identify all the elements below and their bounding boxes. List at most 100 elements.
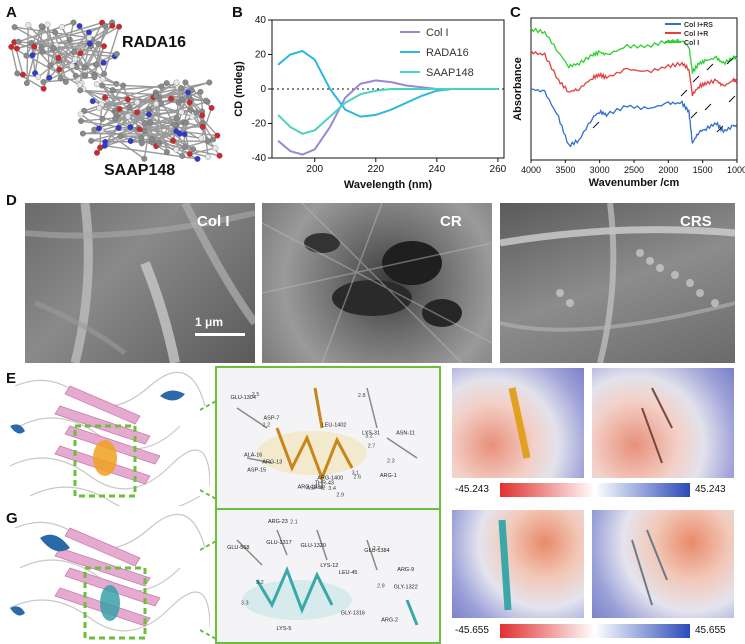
docking-overview-e: [10, 371, 210, 506]
x-axis-label: Wavenumber /cm: [589, 177, 680, 189]
residue-label: GLU-1317: [266, 540, 291, 546]
series-line-saap148: [277, 88, 498, 135]
docking-zoom-e: ARG-1384 ARG-1400 LEU-1402 GLU-1304 ASN-11 AS…: [215, 366, 441, 512]
annotation-arrow: [706, 63, 714, 71]
residue-label: LYS-31: [362, 430, 380, 436]
panel-letter-a: A: [6, 4, 17, 21]
surface-f-right: [592, 368, 734, 478]
legend-label: RADA16: [426, 47, 469, 59]
residue-label: ALA-16: [244, 452, 262, 458]
x-axis-label: Wavelength (nm): [344, 179, 433, 190]
residue-label: ASP-15: [247, 468, 266, 474]
surface-h-left: [452, 510, 584, 618]
panel-letter-e: E: [6, 370, 17, 387]
sem-label-cr: CR: [440, 213, 462, 230]
panel-letter-c: C: [510, 4, 521, 21]
residue-label: GLU-1320: [301, 543, 326, 549]
sem-label-crs: CRS: [680, 213, 712, 230]
distance-label: 2.9: [377, 583, 385, 589]
docking-zoom-g: GLY-1322 GLY-1316 GLU-1384 GLU-1320 GLU-1317…: [215, 508, 441, 644]
x-tick-label: 1500: [693, 165, 713, 175]
panel-letter-g: G: [6, 510, 18, 527]
annotation-arrow: [726, 57, 734, 65]
zoom-connector-g: [200, 540, 219, 640]
residue-label: GLU-1304: [231, 395, 256, 401]
surface-f-left: [452, 368, 584, 478]
legend-label: Col I+RS: [684, 22, 713, 29]
distance-label: 2.3: [387, 459, 395, 465]
residue-label: ARG-1384: [298, 485, 324, 491]
distance-label: 2.1: [290, 520, 298, 526]
sem-image-cr: CR: [262, 203, 492, 363]
annotation-arrow: [692, 75, 700, 83]
annotation-arrow: [690, 111, 698, 119]
distance-label: 2.8: [358, 393, 366, 399]
docking-overview-g: [10, 513, 210, 640]
y-tick-label: 20: [255, 50, 267, 61]
residue-label: GLY-1316: [341, 610, 365, 616]
x-tick-label: 2000: [658, 165, 678, 175]
zoom-connector-e: [200, 400, 219, 500]
zoom-box-e: [73, 424, 137, 498]
residue-label: THR-43: [315, 480, 334, 486]
y-tick-label: -20: [252, 119, 267, 130]
panel-letter-b: B: [232, 4, 243, 21]
ftir-spectrum-chart: 4000 3500 3000 2500 2000 1500 1000 Wavenumber /…: [512, 17, 745, 189]
distance-label: 2.7: [368, 444, 376, 450]
sem-label-col-i: Col I: [197, 213, 230, 230]
x-tick-label: 4000: [521, 165, 541, 175]
cd-spectrum-chart: 200 220 240 260 -40 -20 0 20 40 Wavelength (nm) CD…: [233, 15, 507, 190]
series-line-col-i-r: [530, 50, 738, 97]
annotation-arrow: [704, 103, 712, 111]
residue-label: ARG-13: [262, 460, 282, 466]
distance-label: 2.2: [263, 423, 271, 429]
annotation-arrow: [728, 95, 736, 103]
residue-label: ASP-42: [306, 485, 325, 491]
y-tick-label: 0: [260, 84, 266, 95]
x-tick-label: 3500: [555, 165, 575, 175]
residue-label: ARG-2: [381, 618, 398, 624]
residue-label: ARG-1400: [317, 475, 343, 481]
residue-label: GLU-1384: [364, 548, 389, 554]
residue-label: LYS-12: [320, 563, 338, 569]
distance-label: 3.2: [256, 580, 264, 586]
molecule-structures: [8, 19, 223, 162]
zoom-box-g: [83, 566, 147, 640]
scale-bar-label: 1 μm: [195, 315, 224, 329]
annotation-arrow: [592, 121, 600, 129]
annotation-arrow: [680, 89, 688, 97]
plot-area: [530, 17, 738, 161]
legend-label: Col I+R: [684, 31, 708, 38]
series-line-col-i: [530, 27, 738, 74]
sem-image-crs: CRS: [500, 203, 735, 363]
legend-label: SAAP148: [426, 67, 474, 79]
saap148-label: SAAP148: [104, 162, 176, 179]
sem-image-col-i: Col I 1 μm: [25, 203, 255, 363]
scale-bar: [195, 333, 245, 336]
colorbar-f-max: 45.243: [695, 484, 726, 495]
surface-h-right: [592, 510, 734, 618]
residue-label: ARG-1: [380, 473, 397, 479]
annotation-arrow: [716, 125, 724, 133]
distance-label: 2.9: [336, 493, 344, 499]
x-tick-label: 220: [367, 164, 384, 175]
distance-label: 3.2: [365, 434, 373, 440]
y-tick-label: 40: [255, 15, 267, 26]
colorbar-h-min: -45.655: [455, 625, 489, 636]
residue-label: LEU-1402: [322, 422, 347, 428]
distance-label: 2.5: [252, 392, 260, 398]
panel-letter-d: D: [6, 192, 17, 209]
x-tick-label: 1000: [727, 165, 745, 175]
rada16-label: RADA16: [122, 34, 187, 51]
legend-label: Col I: [684, 40, 699, 47]
x-tick-label: 3000: [590, 165, 610, 175]
saap148-molecule: [77, 79, 223, 162]
colorbar-h-max: 45.655: [695, 625, 726, 636]
x-tick-label: 2500: [624, 165, 644, 175]
colorbar-f: [500, 483, 690, 497]
legend-label: Col I: [426, 27, 449, 39]
x-tick-label: 240: [428, 164, 445, 175]
distance-label: 3.4: [328, 486, 336, 492]
rada16-molecule: [8, 19, 123, 92]
distance-label: 2.6: [354, 474, 362, 480]
